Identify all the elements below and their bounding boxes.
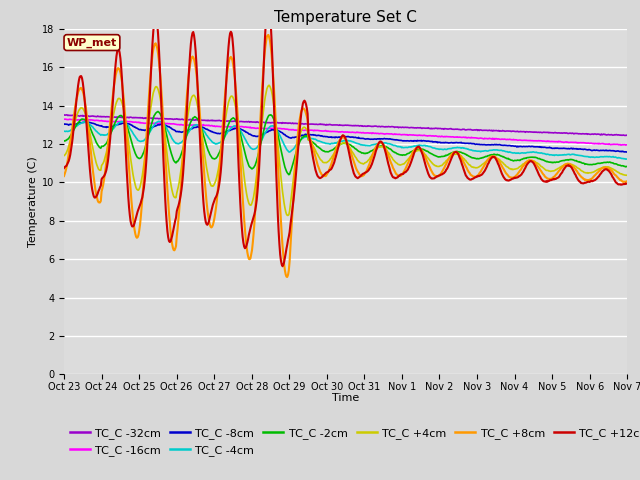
TC_C +8cm <box>623 179 631 184</box>
TC_C -16cm <box>128 119 136 125</box>
TC_C +4cm <box>623 172 631 178</box>
TC_C +12cm <box>70 120 78 126</box>
Line: TC_C +12cm: TC_C +12cm <box>64 2 627 266</box>
TC_C -2cm <box>60 138 68 144</box>
TC_C +8cm <box>264 32 272 38</box>
TC_C +8cm <box>186 67 193 73</box>
TC_C -8cm <box>623 149 631 155</box>
TC_C -2cm <box>432 153 440 159</box>
TC_C +12cm <box>623 181 631 187</box>
TC_C -8cm <box>216 131 224 136</box>
Line: TC_C -2cm: TC_C -2cm <box>64 111 627 175</box>
TC_C -8cm <box>129 123 137 129</box>
TC_C -2cm <box>416 146 424 152</box>
TC_C -2cm <box>216 149 224 155</box>
TC_C +4cm <box>284 213 292 218</box>
TC_C +4cm <box>432 163 440 168</box>
TC_C -4cm <box>60 128 68 134</box>
TC_C +4cm <box>128 166 136 172</box>
Legend: TC_C -32cm, TC_C -16cm, TC_C -8cm, TC_C -4cm, TC_C -2cm, TC_C +4cm, TC_C +8cm, T: TC_C -32cm, TC_C -16cm, TC_C -8cm, TC_C … <box>70 428 640 456</box>
TC_C -32cm <box>71 113 79 119</box>
TC_C -32cm <box>63 112 70 118</box>
TC_C -4cm <box>431 145 439 151</box>
TC_C -4cm <box>128 129 136 134</box>
TC_C -4cm <box>155 119 163 124</box>
TC_C -16cm <box>215 123 223 129</box>
TC_C -2cm <box>285 172 292 178</box>
TC_C -32cm <box>431 125 439 131</box>
TC_C +4cm <box>215 162 223 168</box>
TC_C -16cm <box>186 122 193 128</box>
TC_C -32cm <box>60 112 68 118</box>
TC_C -4cm <box>415 142 422 148</box>
TC_C -16cm <box>414 132 422 138</box>
TC_C +8cm <box>215 172 223 178</box>
Title: Temperature Set C: Temperature Set C <box>274 10 417 25</box>
TC_C -16cm <box>623 142 631 148</box>
TC_C -4cm <box>216 140 224 145</box>
TC_C -16cm <box>617 142 625 148</box>
TC_C -2cm <box>623 164 631 169</box>
TC_C -2cm <box>186 120 194 126</box>
TC_C -32cm <box>623 132 631 138</box>
TC_C +8cm <box>70 111 78 117</box>
TC_C +8cm <box>416 145 424 151</box>
TC_C -8cm <box>431 139 439 144</box>
TC_C -8cm <box>186 126 194 132</box>
TC_C -8cm <box>415 138 422 144</box>
TC_C +4cm <box>266 83 273 88</box>
Line: TC_C +4cm: TC_C +4cm <box>64 85 627 216</box>
Y-axis label: Temperature (C): Temperature (C) <box>28 156 38 247</box>
TC_C +4cm <box>60 153 68 158</box>
TC_C +12cm <box>264 0 272 5</box>
TC_C -2cm <box>70 126 78 132</box>
TC_C +12cm <box>128 224 136 229</box>
TC_C +12cm <box>432 174 440 180</box>
Line: TC_C -16cm: TC_C -16cm <box>64 119 627 145</box>
TC_C +8cm <box>60 173 68 179</box>
TC_C +8cm <box>284 274 291 280</box>
TC_C +12cm <box>278 264 286 269</box>
TC_C +12cm <box>215 182 223 188</box>
TC_C -2cm <box>154 108 162 114</box>
TC_C +8cm <box>128 206 136 212</box>
TC_C -8cm <box>70 121 78 127</box>
TC_C -8cm <box>60 121 68 127</box>
TC_C -8cm <box>84 119 92 125</box>
TC_C -2cm <box>128 141 136 147</box>
TC_C +8cm <box>432 173 440 179</box>
Text: WP_met: WP_met <box>67 37 117 48</box>
TC_C -4cm <box>622 156 630 162</box>
TC_C -32cm <box>186 117 194 122</box>
TC_C +4cm <box>416 148 424 154</box>
TC_C -4cm <box>70 125 78 131</box>
TC_C +12cm <box>416 145 424 151</box>
TC_C -16cm <box>60 116 68 122</box>
Line: TC_C -8cm: TC_C -8cm <box>64 122 627 152</box>
Line: TC_C -32cm: TC_C -32cm <box>64 115 627 135</box>
Line: TC_C -4cm: TC_C -4cm <box>64 121 627 159</box>
TC_C -4cm <box>186 127 194 133</box>
TC_C -32cm <box>415 125 422 131</box>
TC_C -16cm <box>70 117 78 123</box>
TC_C +4cm <box>70 122 78 128</box>
TC_C -4cm <box>623 156 631 162</box>
Line: TC_C +8cm: TC_C +8cm <box>64 35 627 277</box>
TC_C +12cm <box>186 62 193 68</box>
TC_C -16cm <box>431 133 438 139</box>
TC_C +12cm <box>60 165 68 171</box>
TC_C -32cm <box>129 115 137 121</box>
X-axis label: Time: Time <box>332 394 359 403</box>
TC_C +4cm <box>186 104 193 109</box>
TC_C -32cm <box>216 118 224 123</box>
